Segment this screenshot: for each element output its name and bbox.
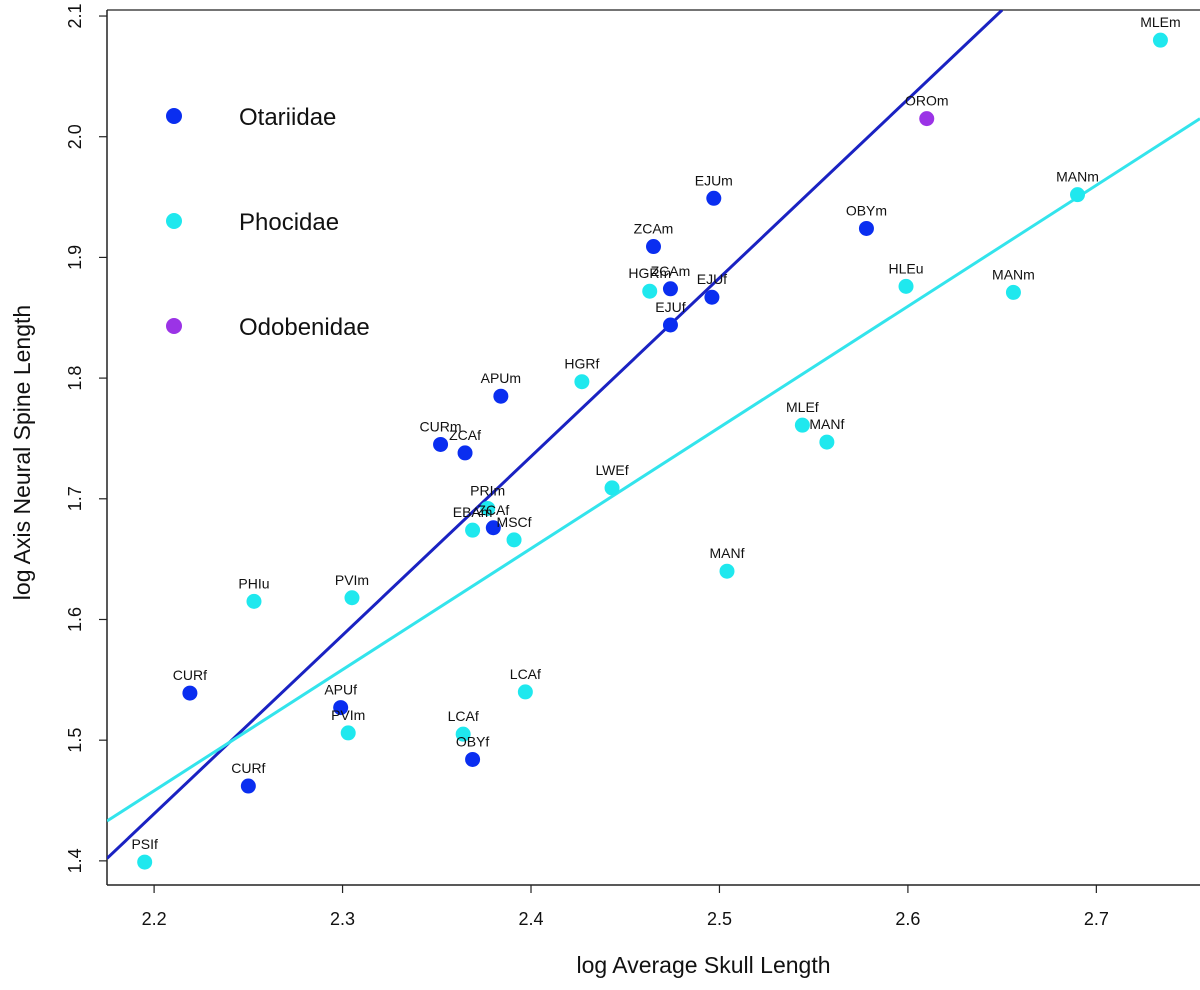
legend-marker-otariidae xyxy=(166,108,182,124)
point-label: LCAf xyxy=(448,708,479,724)
y-tick-label: 1.6 xyxy=(65,607,85,632)
point-phocidae xyxy=(1005,284,1021,300)
y-tick-label: 1.4 xyxy=(65,848,85,873)
point-label: CURf xyxy=(231,760,265,776)
x-tick-label: 2.3 xyxy=(330,909,355,929)
point-phocidae xyxy=(517,684,533,700)
point-phocidae xyxy=(1070,187,1086,203)
point-phocidae xyxy=(344,590,360,606)
point-otariidae xyxy=(485,520,501,536)
point-label: EJUf xyxy=(655,299,685,315)
point-phocidae xyxy=(574,374,590,390)
point-otariidae xyxy=(240,778,256,794)
point-label: LWEf xyxy=(595,462,628,478)
fit-line-phocidae xyxy=(107,117,1200,823)
y-tick-label: 2.0 xyxy=(65,124,85,149)
point-otariidae xyxy=(646,239,661,255)
y-axis-title: log Axis Neural Spine Length xyxy=(9,305,35,600)
point-label: PHIu xyxy=(238,575,269,591)
point-otariidae xyxy=(465,751,481,767)
point-label: ZCAm xyxy=(634,221,674,237)
point-label: MANf xyxy=(709,545,744,561)
point-label: APUf xyxy=(324,682,357,698)
legend-label-phocidae: Phocidae xyxy=(239,209,339,236)
point-label: ZCAf xyxy=(449,427,481,443)
point-label: OROm xyxy=(905,93,949,109)
point-otariidae xyxy=(182,685,198,701)
point-label: LCAf xyxy=(510,666,541,682)
point-phocidae xyxy=(340,725,356,741)
point-label: EBAm xyxy=(453,504,493,520)
point-label: MANm xyxy=(992,266,1035,282)
fit-line-otariidae xyxy=(107,10,1004,860)
point-label: ZCAm xyxy=(651,263,691,279)
point-label: OBYm xyxy=(846,202,887,218)
point-phocidae xyxy=(455,726,471,742)
point-label: MLEm xyxy=(1140,14,1180,30)
x-tick-label: 2.6 xyxy=(895,909,920,929)
point-label: HGRm xyxy=(628,265,671,281)
legend: Otariidae Phocidae Odobenidae xyxy=(166,104,370,341)
point-phocidae xyxy=(604,480,620,496)
point-phocidae xyxy=(137,854,153,870)
point-phocidae xyxy=(480,500,496,516)
point-otariidae xyxy=(457,445,473,461)
point-phocidae xyxy=(246,593,262,609)
point-label: HGRf xyxy=(564,356,599,372)
legend-marker-odobenidae xyxy=(166,318,182,334)
y-tick-label: 2.1 xyxy=(65,4,85,29)
point-otariidae xyxy=(433,436,449,452)
point-label: MANf xyxy=(809,416,844,432)
x-tick-label: 2.4 xyxy=(518,909,543,929)
point-label: ZCAf xyxy=(477,502,509,518)
point-otariidae xyxy=(858,220,874,236)
point-label: OBYf xyxy=(456,733,490,749)
point-labels: CURfCURfAPUfOBYfCURmZCAfAPUmZCAfZCAmZCAm… xyxy=(131,14,1180,852)
x-tick-label: 2.7 xyxy=(1084,909,1109,929)
y-tick-label: 1.7 xyxy=(65,486,85,511)
point-phocidae xyxy=(642,283,658,299)
point-label: EJUm xyxy=(695,172,733,188)
point-phocidae xyxy=(1152,32,1168,48)
x-axis-title: log Average Skull Length xyxy=(576,952,830,978)
point-label: MLEf xyxy=(786,399,819,415)
point-phocidae xyxy=(506,532,522,548)
y-tick-label: 1.8 xyxy=(65,366,85,391)
point-label: PVIm xyxy=(331,707,365,723)
legend-label-odobenidae: Odobenidae xyxy=(239,314,370,341)
point-label: APUm xyxy=(481,370,521,386)
y-tick-label: 1.5 xyxy=(65,728,85,753)
point-label: MSCf xyxy=(497,514,532,530)
point-label: PVIm xyxy=(335,572,369,588)
point-otariidae xyxy=(706,190,722,206)
point-otariidae xyxy=(704,289,720,305)
point-label: CURf xyxy=(173,667,207,683)
y-tick-label: 1.9 xyxy=(65,245,85,270)
point-label: PSIf xyxy=(131,836,158,852)
point-label: MANm xyxy=(1056,169,1099,185)
legend-label-otariidae: Otariidae xyxy=(239,104,336,131)
legend-marker-phocidae xyxy=(166,213,182,229)
point-label: PRIm xyxy=(470,482,505,498)
point-label: EJUf xyxy=(697,271,727,287)
point-otariidae xyxy=(662,281,678,297)
x-tick-label: 2.2 xyxy=(142,909,167,929)
point-phocidae xyxy=(465,522,481,538)
point-phocidae xyxy=(719,563,735,579)
point-phocidae xyxy=(794,417,810,433)
point-phocidae xyxy=(898,278,914,294)
plot-axes: 2.2 2.3 2.4 2.5 2.6 2.7 1.4 1.5 1.6 1.7 1.8 1.9 2.0 2… xyxy=(65,4,1200,929)
regression-lines xyxy=(107,10,1200,860)
point-otariidae xyxy=(662,317,678,333)
point-otariidae xyxy=(333,700,349,716)
point-label: CURm xyxy=(420,418,462,434)
point-phocidae xyxy=(819,434,835,450)
point-otariidae xyxy=(493,388,509,404)
data-points xyxy=(137,32,1168,870)
point-label: HLEu xyxy=(889,260,924,276)
point-odobenidae xyxy=(919,111,935,127)
x-tick-label: 2.5 xyxy=(707,909,732,929)
